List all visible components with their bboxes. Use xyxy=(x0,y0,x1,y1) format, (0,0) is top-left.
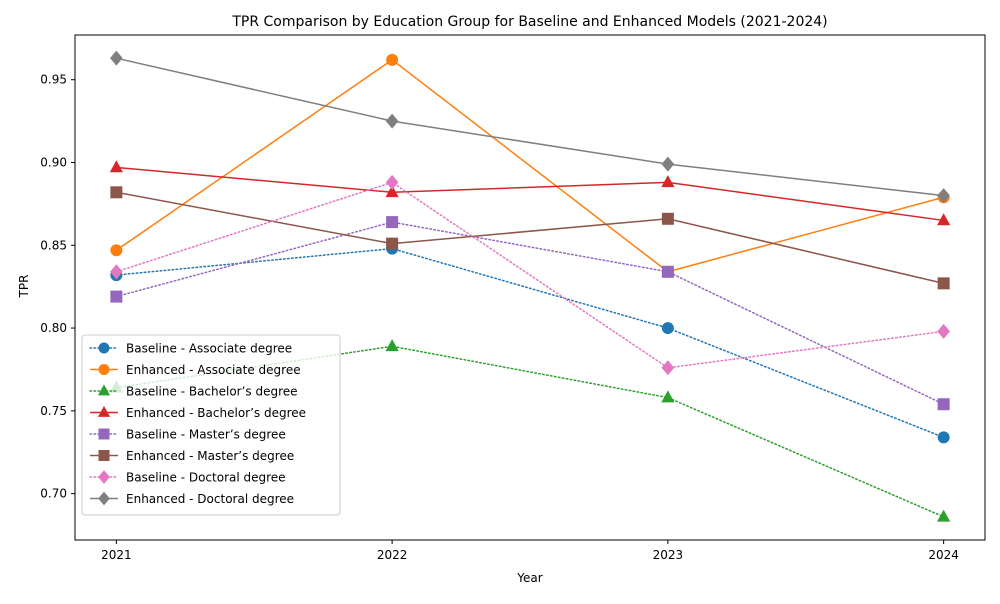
legend-marker xyxy=(98,342,110,354)
legend-label: Baseline - Doctoral degree xyxy=(126,471,286,485)
legend-marker xyxy=(98,364,110,375)
series-4 xyxy=(109,160,951,226)
y-axis-label: TPR xyxy=(17,275,31,299)
series-line xyxy=(115,58,944,273)
legend-label: Enhanced - Bachelor’s degree xyxy=(126,406,306,420)
legend-label: Baseline - Bachelor’s degree xyxy=(126,385,298,399)
y-tick-label: 0.95 xyxy=(40,73,67,87)
legend-marker xyxy=(98,450,110,461)
data-point xyxy=(937,431,950,444)
series-6 xyxy=(110,186,950,290)
y-tick-label: 0.85 xyxy=(40,238,67,252)
data-point xyxy=(937,323,950,339)
data-point xyxy=(661,212,674,225)
data-point xyxy=(110,290,123,303)
series-5 xyxy=(110,216,950,411)
data-point xyxy=(661,265,674,278)
legend-marker xyxy=(98,428,110,440)
data-point xyxy=(937,509,951,522)
series-8 xyxy=(110,50,950,204)
data-point xyxy=(110,244,123,257)
data-point xyxy=(661,322,674,335)
legend-marker xyxy=(98,470,110,484)
series-2 xyxy=(110,53,950,278)
data-point xyxy=(937,188,950,204)
x-tick-label: 2022 xyxy=(377,548,408,562)
legend-label: Baseline - Associate degree xyxy=(126,342,292,356)
data-point xyxy=(937,398,950,411)
axes: 2021 2022 2023 2024 0.70 0.75 0.80 0.85 0.90 0.95 xyxy=(40,73,959,562)
x-tick-label: 2023 xyxy=(653,548,684,562)
data-point xyxy=(661,175,675,188)
data-point xyxy=(937,213,951,226)
data-point xyxy=(937,277,950,290)
x-tick-label: 2021 xyxy=(101,548,132,562)
legend-marker xyxy=(97,384,111,396)
legend-marker xyxy=(97,405,111,417)
x-axis-label: Year xyxy=(516,571,542,585)
data-point xyxy=(385,185,399,198)
chart-title: TPR Comparison by Education Group for Ba… xyxy=(231,14,827,30)
data-point xyxy=(661,156,675,172)
legend: Baseline - Associate degree Enhanced - As… xyxy=(81,334,341,516)
x-tick-label: 2024 xyxy=(928,548,959,562)
data-point xyxy=(386,216,399,229)
data-point xyxy=(386,237,399,250)
y-tick-label: 0.80 xyxy=(40,321,67,335)
data-point xyxy=(110,186,123,199)
data-point xyxy=(661,360,675,376)
data-point xyxy=(386,53,399,66)
series-line xyxy=(115,247,945,439)
y-tick-label: 0.90 xyxy=(40,155,67,169)
data-point xyxy=(110,264,123,280)
data-point xyxy=(385,339,399,352)
legend-label: Enhanced - Associate degree xyxy=(126,363,301,377)
series-line xyxy=(115,181,945,369)
series-line xyxy=(115,221,945,405)
legend-label: Baseline - Master’s degree xyxy=(126,428,286,442)
data-point xyxy=(661,390,675,403)
series-line xyxy=(116,166,944,222)
series-line xyxy=(116,57,944,197)
legend-label: Enhanced - Doctoral degree xyxy=(126,492,294,506)
series-7 xyxy=(110,174,950,376)
data-point xyxy=(109,160,123,173)
plot-frame xyxy=(74,34,986,541)
data-point xyxy=(385,113,399,129)
y-tick-label: 0.75 xyxy=(40,404,67,418)
y-tick-label: 0.70 xyxy=(40,487,67,501)
data-point xyxy=(110,50,123,66)
legend-marker xyxy=(98,491,110,506)
legend-box xyxy=(81,334,341,516)
legend-label: Enhanced - Master’s degree xyxy=(126,449,294,463)
series-line xyxy=(116,191,944,285)
data-point xyxy=(385,174,399,190)
